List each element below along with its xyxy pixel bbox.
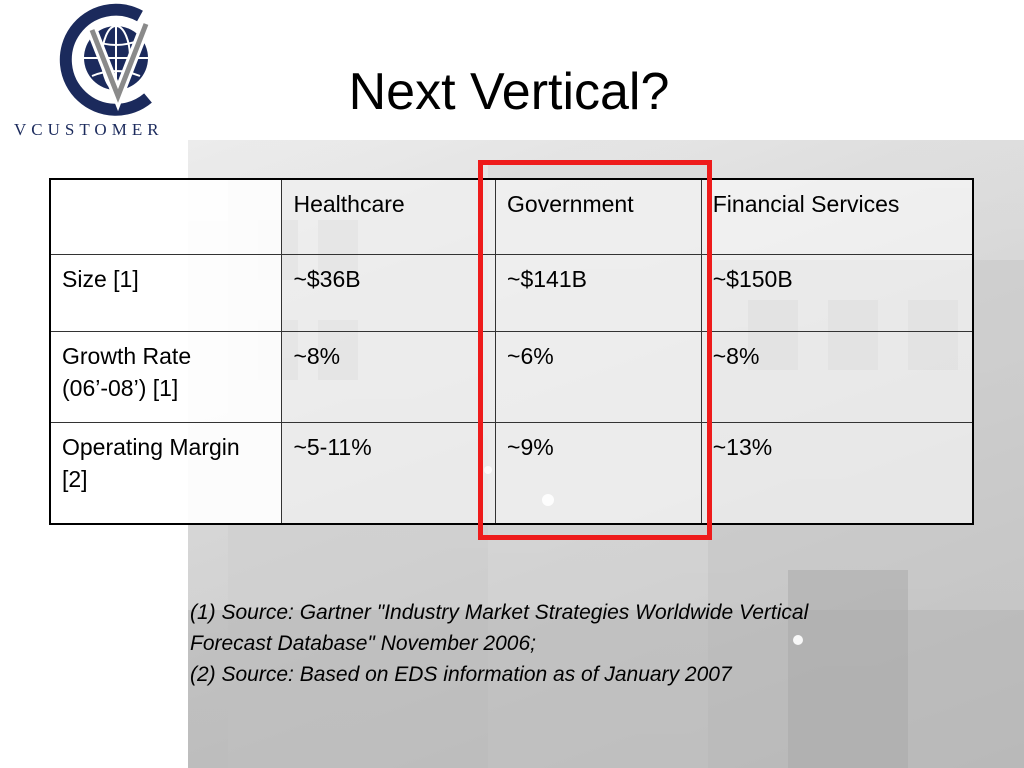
table-cell: ~$141B xyxy=(495,254,702,332)
footnote-1: (1) Source: Gartner "Industry Market Str… xyxy=(190,601,809,655)
footnotes: (1) Source: Gartner "Industry Market Str… xyxy=(190,597,810,690)
table-cell: ~$150B xyxy=(700,254,974,332)
table-cell: ~9% xyxy=(495,422,702,525)
table-cell: ~5-11% xyxy=(281,422,497,525)
slide-title-text: Next Vertical? xyxy=(348,63,670,121)
slide-title: Next Vertical? xyxy=(0,62,1024,122)
comparison-table: Healthcare Government Financial Services… xyxy=(49,178,974,525)
table-row: Growth Rate (06’-08’) [1] ~8% ~6% ~8% xyxy=(49,331,974,423)
table-row-label: Growth Rate (06’-08’) [1] xyxy=(49,331,283,423)
table-row: Operating Margin [2] ~5-11% ~9% ~13% xyxy=(49,422,974,525)
table-cell: ~6% xyxy=(495,331,702,423)
table-header-cell: Financial Services xyxy=(700,178,974,255)
table-header-cell: Healthcare xyxy=(281,178,497,255)
table-cell: ~13% xyxy=(700,422,974,525)
globe-v-icon xyxy=(59,3,152,116)
table-cell: ~8% xyxy=(700,331,974,423)
table-row: Size [1] ~$36B ~$141B ~$150B xyxy=(49,254,974,332)
table-row-label: Operating Margin [2] xyxy=(49,422,283,525)
table-header-cell: Government xyxy=(495,178,702,255)
footnote-2: (2) Source: Based on EDS information as … xyxy=(190,663,732,686)
table-header-row: Healthcare Government Financial Services xyxy=(49,178,974,255)
table-cell: ~8% xyxy=(281,331,497,423)
table-row-label: Size [1] xyxy=(49,254,283,332)
logo-wordmark: VCUSTOMER xyxy=(14,120,164,139)
company-logo: VCUSTOMER xyxy=(6,2,190,140)
table-header-cell xyxy=(49,178,283,255)
table-cell: ~$36B xyxy=(281,254,497,332)
